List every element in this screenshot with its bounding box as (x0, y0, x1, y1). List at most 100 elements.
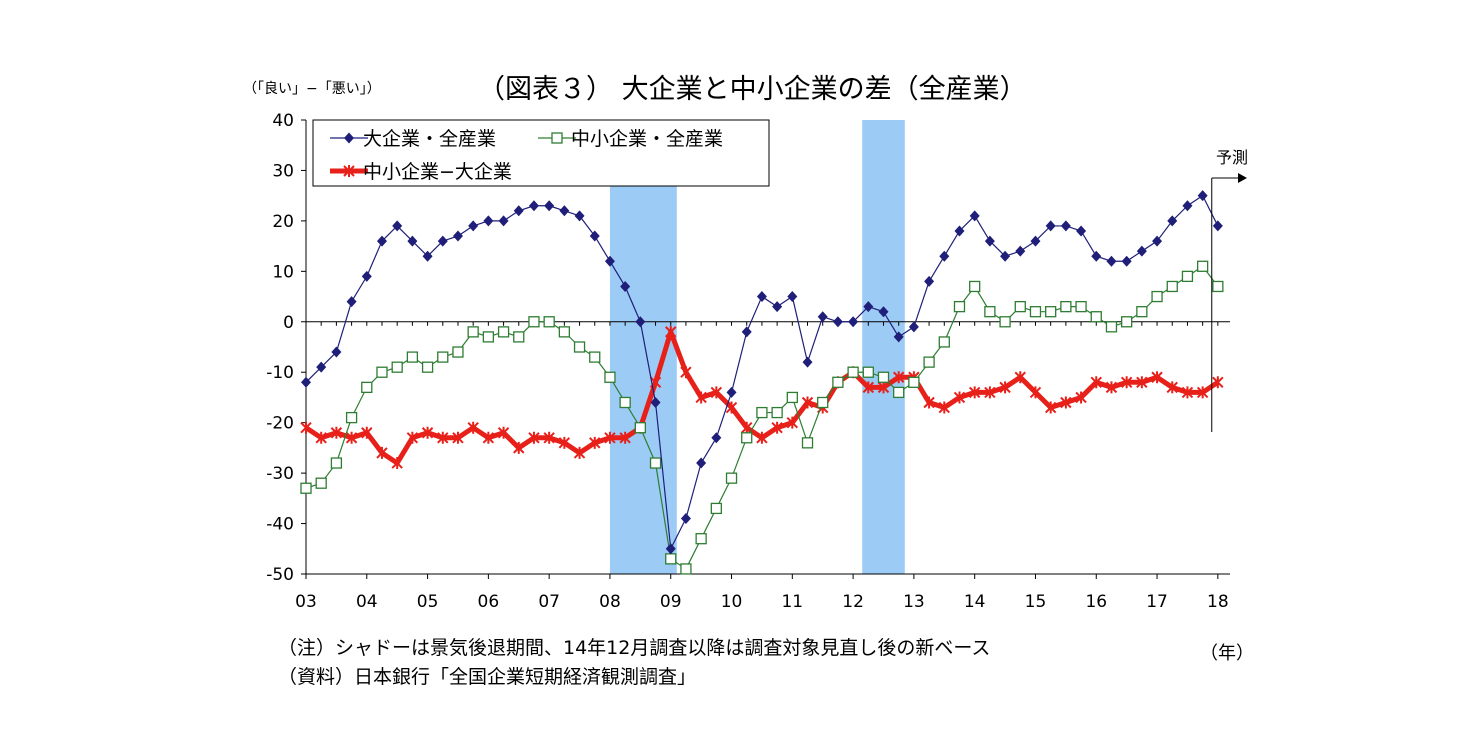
diamond-point (544, 200, 555, 212)
square-point (771, 406, 783, 419)
diamond-point (513, 205, 524, 217)
legend-box (312, 119, 770, 187)
diamond-point (954, 225, 965, 237)
x-tick-label: 09 (660, 592, 682, 612)
x-tick-label: 15 (1025, 592, 1047, 612)
diamond-point (756, 291, 767, 303)
square-point (741, 432, 753, 444)
diamond-point (908, 321, 919, 333)
diamond-point (1121, 255, 1132, 267)
chart-title: （図表３） 大企業と中小企業の差（全産業） (478, 74, 1027, 105)
diamond-point (665, 543, 676, 555)
star-point (786, 416, 799, 429)
diamond-point (939, 250, 950, 262)
square-point (801, 437, 814, 449)
x-unit-label: （年） (1200, 643, 1254, 664)
legend-label: 大企業・全産業 (363, 128, 496, 150)
square-point (832, 376, 844, 388)
star-point (619, 431, 631, 444)
diamond-point (604, 255, 615, 267)
star-point (467, 421, 479, 434)
square-point (817, 396, 829, 409)
square-point (551, 132, 563, 144)
diamond-point (1197, 190, 1208, 202)
square-point (619, 396, 631, 409)
star-point (695, 391, 707, 404)
diamond-point (422, 250, 433, 262)
star-point (406, 431, 419, 444)
y-tick-label: -30 (266, 464, 294, 484)
diamond-point (346, 296, 357, 308)
star-point (1196, 386, 1209, 399)
diamond-point (1167, 215, 1178, 227)
square-point (361, 381, 373, 394)
star-point (1014, 371, 1026, 384)
diamond-point (924, 275, 935, 287)
diamond-point (772, 301, 783, 313)
x-tick-label: 11 (781, 592, 803, 612)
star-point (1105, 381, 1118, 394)
x-tick-label: 07 (538, 592, 560, 612)
star-point (421, 426, 434, 439)
y-tick-label: -20 (266, 414, 294, 434)
legend-label: 中小企業・全産業 (571, 128, 723, 150)
diamond-point (893, 331, 904, 343)
star-point (741, 421, 753, 434)
square-point (999, 316, 1011, 328)
diamond-point (331, 346, 342, 358)
star-point (1029, 386, 1042, 399)
square-point (908, 376, 920, 388)
y-tick-label: 10 (272, 262, 294, 282)
star-point (1136, 376, 1148, 389)
square-point (847, 366, 859, 378)
star-point (345, 431, 358, 444)
x-tick-label: 03 (295, 592, 317, 612)
square-point (1029, 306, 1042, 318)
star-point (999, 381, 1011, 394)
star-point (1151, 371, 1163, 384)
square-point (862, 366, 874, 378)
square-point (528, 316, 540, 328)
diamond-point (376, 235, 387, 247)
diamond-point (1152, 235, 1163, 247)
diamond-point (848, 316, 859, 328)
y-unit-label: （「良い」−「悪い」） (243, 81, 381, 97)
square-point (695, 533, 707, 545)
y-tick-label: -40 (266, 515, 294, 535)
diamond-point (468, 220, 479, 232)
star-point (1044, 401, 1057, 414)
square-point (330, 457, 343, 469)
square-point (893, 386, 905, 399)
star-point (938, 401, 950, 414)
star-point (543, 431, 555, 444)
star-point (665, 325, 677, 338)
x-tick-label: 16 (1085, 592, 1107, 612)
diamond-point (589, 230, 600, 242)
diamond-point (437, 235, 448, 247)
square-point (725, 472, 738, 484)
x-tick-label: 17 (1146, 592, 1168, 612)
diamond-point (863, 301, 874, 313)
square-point (543, 316, 555, 328)
square-point (1212, 280, 1224, 293)
square-point (1045, 306, 1057, 318)
diamond-point (1091, 250, 1102, 262)
diamond-point (1000, 250, 1011, 262)
diamond-point (817, 311, 828, 323)
series-star (300, 325, 1224, 470)
square-point (1136, 306, 1148, 318)
x-tick-label: 04 (356, 592, 378, 612)
star-point (376, 446, 388, 459)
star-point (482, 431, 495, 444)
y-tick-label: -50 (266, 565, 294, 585)
square-point (984, 306, 996, 318)
diamond-point (301, 376, 311, 388)
square-point (680, 563, 692, 575)
diamond-point (832, 316, 843, 328)
square-point (300, 482, 312, 494)
star-point (497, 426, 510, 439)
square-point (406, 351, 419, 363)
square-point (315, 477, 327, 489)
square-point (1196, 260, 1209, 272)
